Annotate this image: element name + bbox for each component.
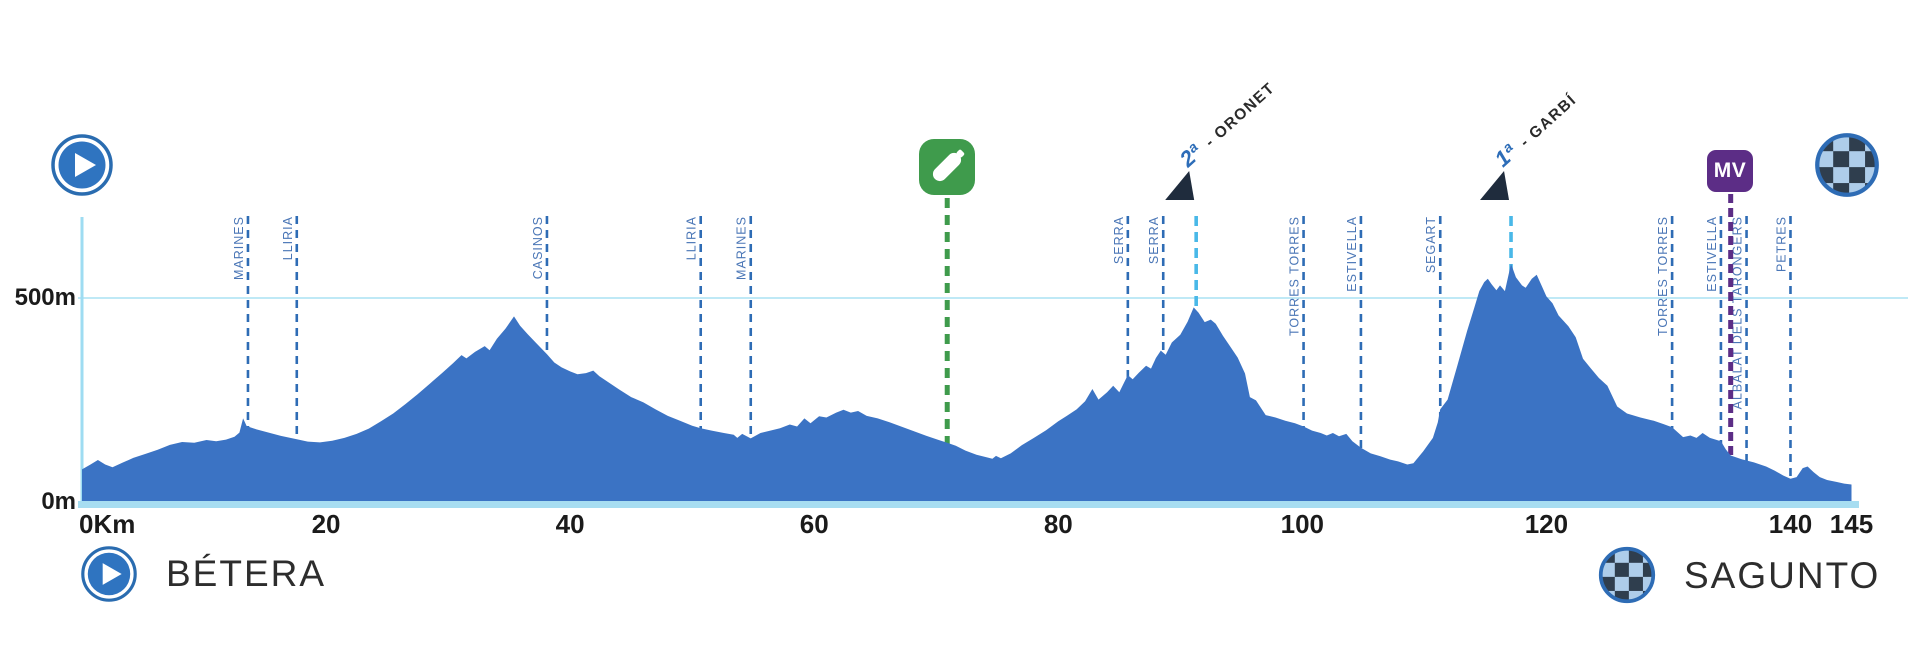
finish-checkered-icon-bottom	[1597, 545, 1657, 605]
town-label-marines-0: MARINES	[232, 216, 246, 280]
start-play-icon-bottom	[81, 546, 137, 602]
town-label-serra-6: SERRA	[1147, 216, 1161, 264]
climb-name-garb-: - GARBÍ	[1512, 91, 1580, 154]
town-label-segart-9: SEGART	[1424, 216, 1438, 273]
y-axis-label-0m: 0m	[41, 488, 76, 515]
town-label-torres-torres-7: TORRES TORRES	[1288, 216, 1302, 336]
start-town-label: BÉTERA	[166, 553, 327, 594]
elevation-profile-area	[82, 263, 1852, 502]
climb-triangle-oronet	[1165, 171, 1195, 200]
mv-badge: MV	[1707, 150, 1753, 192]
x-tick-label-20: 20	[312, 509, 341, 539]
town-label-petres-13: PETRES	[1774, 216, 1788, 272]
finish-town-label: SAGUNTO	[1684, 555, 1881, 596]
climb-name-oronet: - ORONET	[1198, 79, 1279, 154]
x-tick-label-120: 120	[1525, 509, 1568, 539]
town-label-torres-torres-10: TORRES TORRES	[1656, 216, 1670, 336]
x-axis-baseline	[78, 501, 1859, 508]
town-label-casinos-2: CASINOS	[531, 216, 545, 279]
town-label-estivella-8: ESTIVELLA	[1345, 216, 1359, 292]
feed-zone-bidon-icon	[918, 138, 976, 196]
x-tick-label-40: 40	[556, 509, 585, 539]
climb-label-garb-: 1ª - GARBÍ	[1490, 86, 1581, 172]
town-label-lliria-1: LLIRIA	[281, 216, 295, 260]
climb-label-oronet: 2ª - ORONET	[1174, 74, 1279, 172]
town-label-lliria-3: LLIRIA	[685, 216, 699, 260]
town-label-estivella-11: ESTIVELLA	[1705, 216, 1719, 292]
x-tick-label-80: 80	[1044, 509, 1073, 539]
start-play-icon	[51, 134, 113, 196]
x-tick-label-60: 60	[800, 509, 829, 539]
x-tick-label-100: 100	[1281, 509, 1324, 539]
play-triangle	[75, 153, 96, 177]
x-tick-label-140: 140	[1769, 509, 1812, 539]
town-label-marines-4: MARINES	[735, 216, 749, 280]
town-label-albalat-dels-tarongers-12: ALBALAT DELS TARONGERS	[1731, 216, 1745, 409]
x-tick-label-145: 145	[1830, 509, 1873, 539]
finish-checkered-icon	[1813, 131, 1881, 199]
town-label-serra-5: SERRA	[1112, 216, 1126, 264]
y-axis-label-500m: 500m	[14, 284, 76, 311]
x-tick-label-0: 0Km	[79, 509, 135, 539]
climb-triangle-garb-	[1480, 171, 1510, 200]
